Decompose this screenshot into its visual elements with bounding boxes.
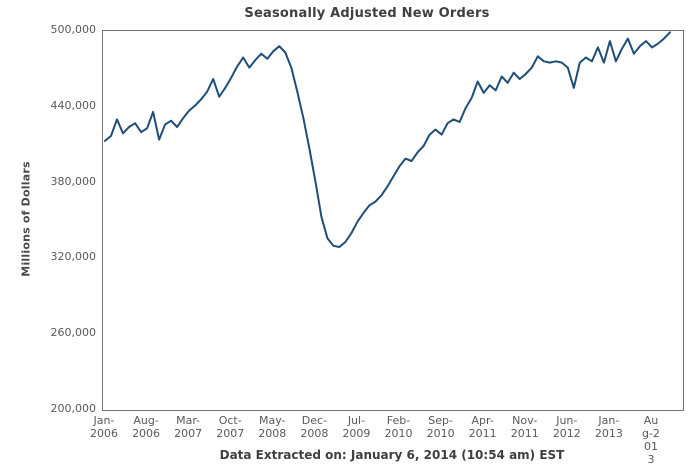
x-tick-label: Jun- 2012	[552, 414, 581, 440]
extraction-date-note: Data Extracted on: January 6, 2014 (10:5…	[219, 448, 565, 462]
x-tick-label: Nov- 2011	[510, 414, 539, 440]
x-tick-label: Apr- 2011	[468, 414, 497, 440]
y-tick-label: 500,000	[50, 23, 97, 36]
y-tick-label: 380,000	[50, 174, 97, 188]
x-tick-label: Sep- 2010	[426, 414, 455, 440]
chart-title: Seasonally Adjusted New Orders	[244, 6, 490, 21]
plot-area	[102, 30, 684, 411]
x-tick-label: Oct- 2007	[216, 414, 245, 440]
x-tick-label: Aug- 2006	[132, 414, 161, 440]
y-tick-label: 260,000	[50, 326, 97, 340]
x-tick-label: Mar- 2007	[174, 414, 203, 440]
x-tick-label: Feb- 2010	[384, 414, 413, 440]
y-tick-label: 200,000	[50, 402, 97, 415]
x-tick-label: Aug-2013	[641, 414, 660, 466]
x-tick-label: Jul- 2009	[342, 414, 371, 440]
x-tick-label: Jan- 2006	[90, 414, 118, 440]
x-tick-label: Jan- 2013	[594, 414, 623, 440]
line-plot-svg	[104, 31, 671, 248]
data-line	[104, 31, 671, 248]
x-tick-label: May- 2008	[258, 414, 287, 440]
y-tick-label: 440,000	[50, 98, 97, 112]
y-tick-label: 320,000	[50, 250, 97, 264]
x-tick-label: Dec- 2008	[300, 414, 329, 440]
